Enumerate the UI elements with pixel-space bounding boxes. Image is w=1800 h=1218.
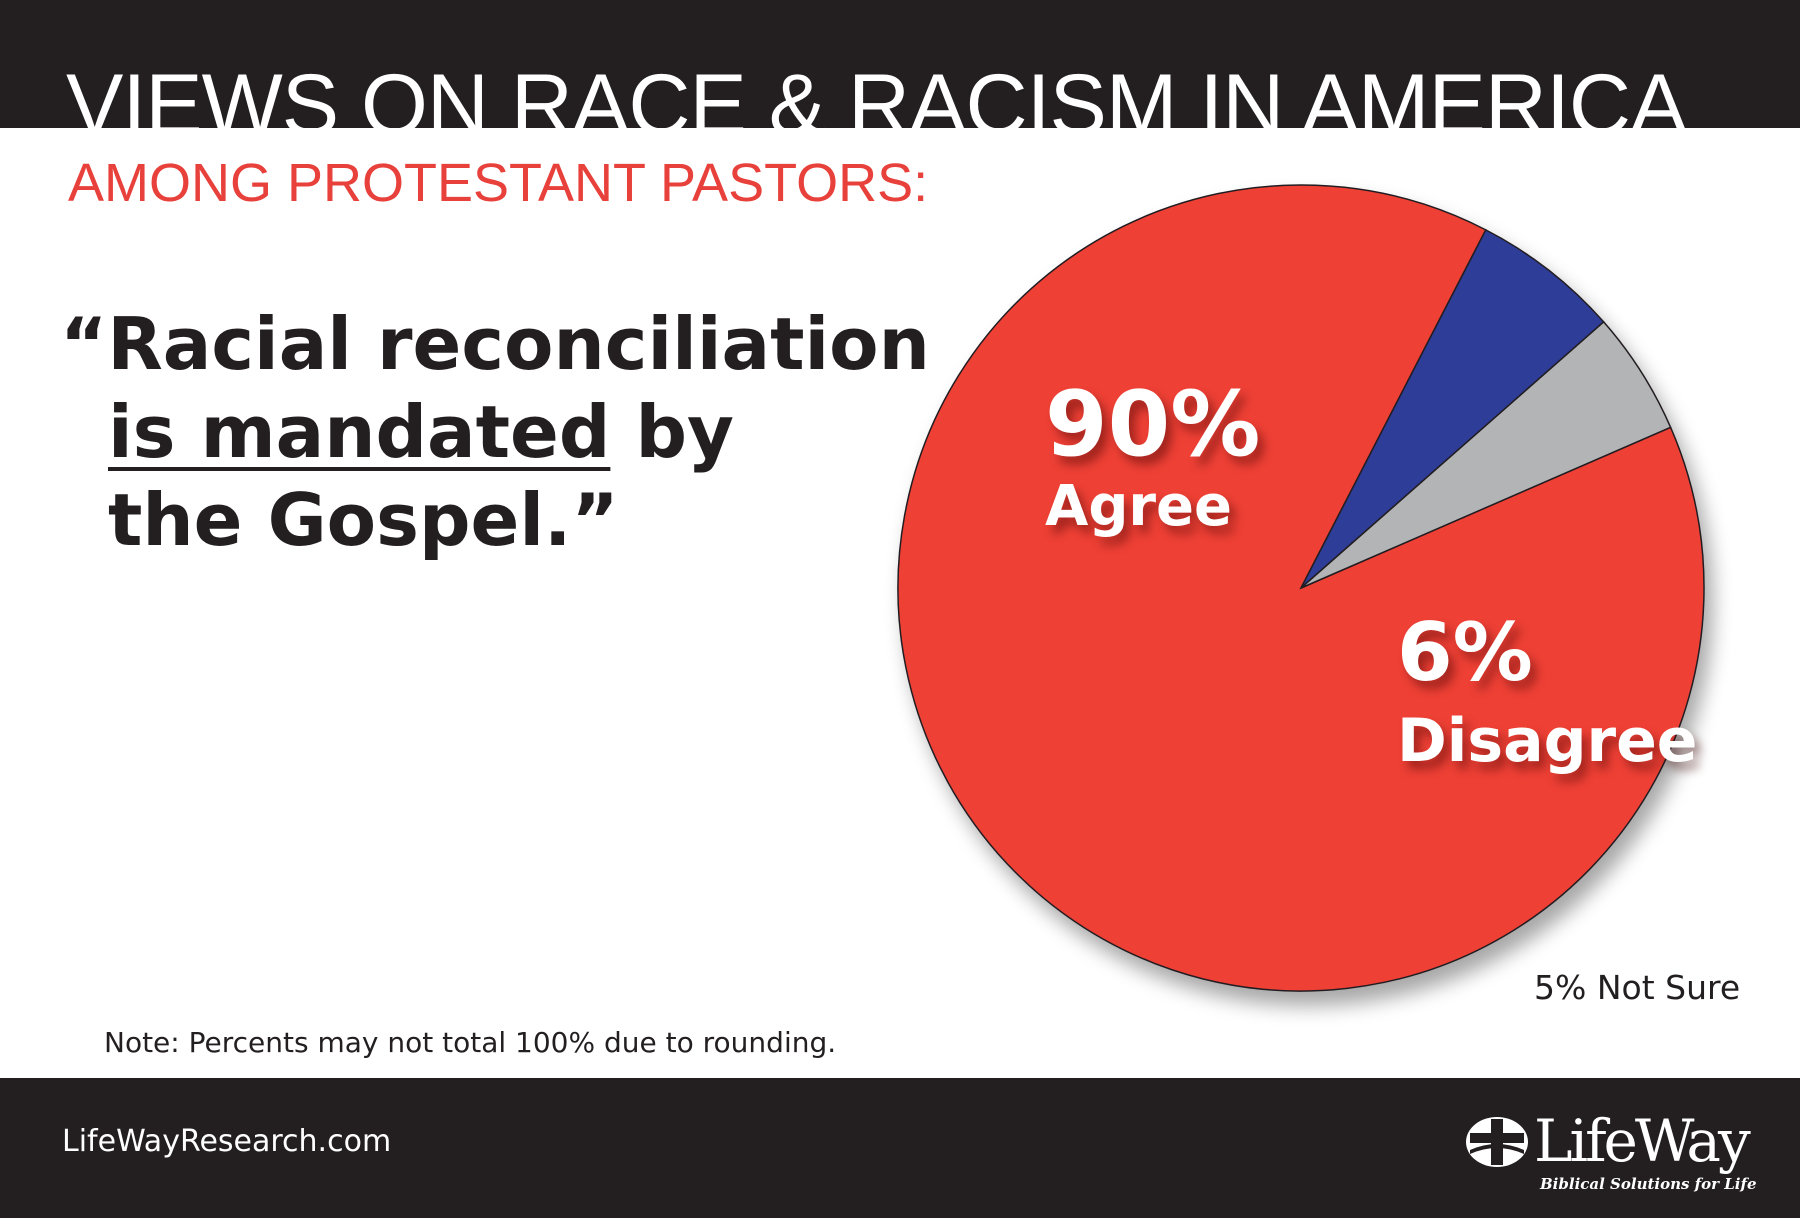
rounding-note: Note: Percents may not total 100% due to… — [104, 1026, 837, 1059]
main-title: VIEWS ON RACE & RACISM IN AMERICA — [66, 57, 1687, 153]
statement-by: by — [610, 390, 734, 474]
statement-emphasis: is mandated — [108, 390, 611, 474]
statement-line-3: the Gospel.” — [108, 478, 619, 562]
survey-statement: “Racial reconciliation is mandated by th… — [60, 300, 960, 564]
logo-tagline: Biblical Solutions for Life — [1540, 1175, 1757, 1193]
subtitle: AMONG PROTESTANT PASTORS: — [68, 153, 929, 213]
disagree-percent-label: 6% — [1397, 606, 1533, 699]
top-banner — [0, 0, 1800, 128]
website-link[interactable]: LifeWayResearch.com — [62, 1124, 392, 1159]
pie-slices — [897, 184, 1705, 992]
agree-percent-label: 90% — [1045, 372, 1261, 477]
statement-line-1: “Racial reconciliation — [60, 302, 930, 386]
lifeway-cross-icon — [1466, 1117, 1528, 1167]
logo-wordmark: LifeWay — [1534, 1107, 1751, 1175]
agree-label: Agree — [1045, 474, 1233, 539]
lifeway-logo: LifeWay Biblical Solutions for Life — [1464, 1107, 1757, 1204]
statement-line-2: is mandated by — [60, 388, 960, 476]
pie-slice-disagree — [1300, 228, 1605, 589]
disagree-label: Disagree — [1397, 706, 1698, 776]
not-sure-label: 5% Not Sure — [1534, 968, 1741, 1007]
pie-slice-not-sure — [1300, 320, 1672, 589]
